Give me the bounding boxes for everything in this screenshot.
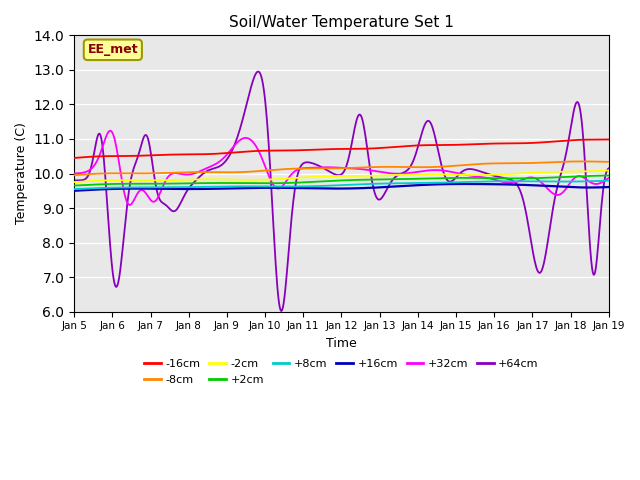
Text: EE_met: EE_met: [88, 43, 138, 56]
Title: Soil/Water Temperature Set 1: Soil/Water Temperature Set 1: [229, 15, 454, 30]
X-axis label: Time: Time: [326, 337, 357, 350]
Y-axis label: Temperature (C): Temperature (C): [15, 122, 28, 225]
Legend: -16cm, -8cm, -2cm, +2cm, +8cm, +16cm, +32cm, +64cm: -16cm, -8cm, -2cm, +2cm, +8cm, +16cm, +3…: [140, 355, 543, 389]
